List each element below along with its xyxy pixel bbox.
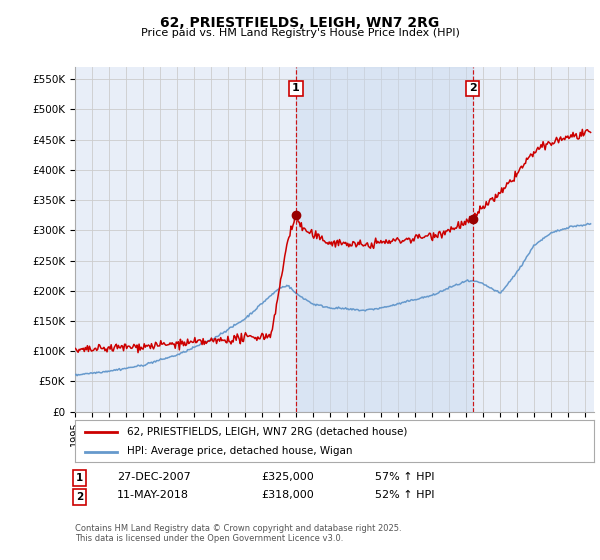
- Text: 2: 2: [469, 83, 476, 94]
- Text: Price paid vs. HM Land Registry's House Price Index (HPI): Price paid vs. HM Land Registry's House …: [140, 28, 460, 38]
- Text: 57% ↑ HPI: 57% ↑ HPI: [375, 472, 434, 482]
- Text: 1: 1: [292, 83, 300, 94]
- Text: £325,000: £325,000: [261, 472, 314, 482]
- Text: 52% ↑ HPI: 52% ↑ HPI: [375, 490, 434, 500]
- Text: Contains HM Land Registry data © Crown copyright and database right 2025.
This d: Contains HM Land Registry data © Crown c…: [75, 524, 401, 543]
- Text: 11-MAY-2018: 11-MAY-2018: [117, 490, 189, 500]
- Text: 2: 2: [76, 492, 83, 502]
- Text: HPI: Average price, detached house, Wigan: HPI: Average price, detached house, Wiga…: [127, 446, 352, 456]
- Bar: [296, 67, 473, 412]
- Text: 62, PRIESTFIELDS, LEIGH, WN7 2RG (detached house): 62, PRIESTFIELDS, LEIGH, WN7 2RG (detach…: [127, 427, 407, 437]
- Text: 1: 1: [76, 473, 83, 483]
- Text: £318,000: £318,000: [261, 490, 314, 500]
- Text: 62, PRIESTFIELDS, LEIGH, WN7 2RG: 62, PRIESTFIELDS, LEIGH, WN7 2RG: [160, 16, 440, 30]
- Text: 27-DEC-2007: 27-DEC-2007: [117, 472, 191, 482]
